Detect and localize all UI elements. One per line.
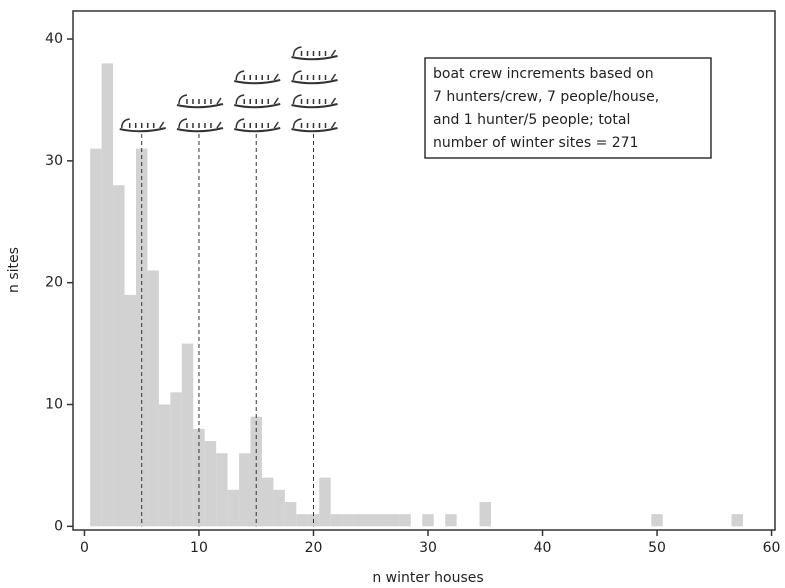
boat-hull bbox=[291, 127, 338, 133]
boat-hull bbox=[176, 103, 224, 109]
boat-crew bbox=[292, 94, 337, 105]
boat-icon bbox=[119, 118, 166, 133]
bar bbox=[399, 514, 411, 527]
boat-crew bbox=[178, 94, 222, 105]
bar bbox=[284, 501, 297, 527]
boat-icon bbox=[176, 94, 224, 109]
bar bbox=[353, 514, 366, 527]
bar bbox=[158, 404, 171, 527]
boat-hull bbox=[176, 127, 224, 133]
x-tick-label: 0 bbox=[80, 540, 89, 556]
bar bbox=[124, 294, 136, 527]
boat-icon bbox=[234, 94, 281, 109]
bar bbox=[445, 514, 457, 527]
boat-icon bbox=[291, 94, 338, 109]
bar bbox=[181, 343, 194, 527]
boat-icon bbox=[234, 70, 281, 85]
boat-icon bbox=[291, 46, 338, 61]
boat-hull bbox=[291, 79, 338, 85]
boat-hull bbox=[291, 103, 338, 109]
annotation-text: number of winter sites = 271 bbox=[433, 135, 639, 151]
y-tick-label: 20 bbox=[45, 275, 63, 291]
x-tick-label: 40 bbox=[534, 540, 552, 556]
annotation-text: boat crew increments based on bbox=[433, 66, 654, 82]
boat-icon bbox=[176, 118, 224, 133]
boat-hull bbox=[234, 127, 281, 133]
y-tick-label: 10 bbox=[45, 397, 63, 413]
bar bbox=[651, 514, 663, 527]
x-tick-label: 50 bbox=[648, 540, 666, 556]
bar bbox=[330, 514, 343, 527]
bar bbox=[376, 514, 388, 527]
boat-icon bbox=[291, 118, 338, 133]
boat-icon bbox=[234, 118, 281, 133]
boat-crew bbox=[120, 118, 165, 129]
boat-crew bbox=[235, 94, 279, 105]
y-tick-label: 40 bbox=[45, 31, 63, 47]
bar bbox=[101, 63, 114, 527]
y-axis-label: n sites bbox=[6, 247, 22, 293]
bar bbox=[170, 392, 182, 527]
boat-crew bbox=[292, 46, 337, 57]
x-axis-label: n winter houses bbox=[372, 570, 483, 586]
boat-crew bbox=[292, 118, 337, 129]
bar bbox=[239, 453, 251, 527]
annotation-text: and 1 hunter/5 people; total bbox=[433, 112, 630, 128]
x-tick-label: 60 bbox=[763, 540, 781, 556]
boat-icon bbox=[291, 70, 338, 85]
bar bbox=[227, 489, 240, 527]
bar bbox=[216, 453, 228, 527]
y-tick-label: 0 bbox=[54, 518, 63, 534]
bar bbox=[147, 270, 159, 527]
bar bbox=[113, 185, 125, 527]
bar bbox=[387, 514, 400, 527]
bar bbox=[731, 514, 743, 527]
boat-hull bbox=[291, 55, 338, 61]
y-tick-label: 30 bbox=[45, 153, 63, 169]
boat-hull bbox=[234, 79, 281, 85]
boat-crew bbox=[178, 118, 222, 129]
annotation-text: 7 hunters/crew, 7 people/house, bbox=[433, 89, 659, 105]
boat-crew bbox=[292, 70, 337, 81]
boat-hull bbox=[234, 103, 281, 109]
boat-hull bbox=[119, 127, 166, 133]
boat-crew bbox=[235, 118, 279, 129]
bar bbox=[273, 489, 285, 527]
bar bbox=[342, 514, 354, 527]
bar bbox=[479, 501, 491, 527]
bar bbox=[296, 514, 308, 527]
bar bbox=[365, 514, 377, 527]
x-tick-label: 20 bbox=[305, 540, 323, 556]
x-tick-label: 30 bbox=[419, 540, 437, 556]
bar bbox=[319, 477, 331, 527]
plot-frame bbox=[72, 10, 776, 531]
bar bbox=[90, 148, 102, 527]
annotation-box bbox=[424, 57, 712, 159]
bar bbox=[422, 514, 434, 527]
x-tick-label: 10 bbox=[190, 540, 208, 556]
bar bbox=[204, 441, 217, 527]
bar bbox=[261, 477, 274, 527]
boat-crew bbox=[235, 70, 279, 81]
